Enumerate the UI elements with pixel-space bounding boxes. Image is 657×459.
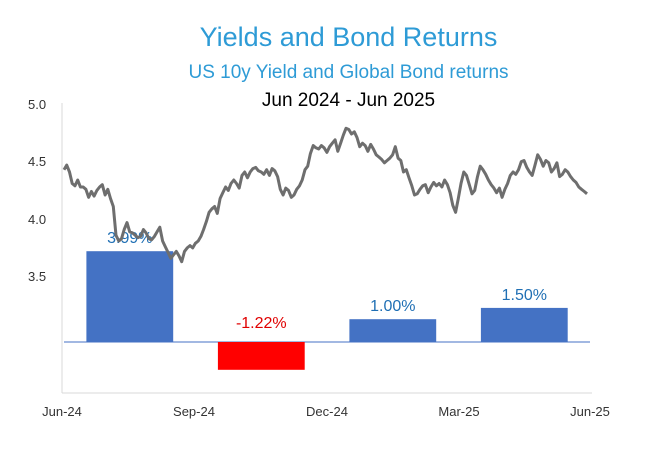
y-tick-label: 4.5 (28, 154, 46, 169)
y-tick-label: 3.5 (28, 269, 46, 284)
bond-return-bar (86, 251, 174, 342)
x-tick-label: Jun-25 (570, 404, 610, 419)
bar-data-label: 1.50% (502, 287, 547, 304)
y-tick-label: 4.0 (28, 212, 46, 227)
bar-data-label: -1.22% (236, 315, 287, 332)
x-tick-label: Dec-24 (306, 404, 348, 419)
x-tick-label: Mar-25 (438, 404, 479, 419)
bond-return-bar (480, 307, 568, 342)
y-tick-label: 5.0 (28, 97, 46, 112)
x-tick-label: Jun-24 (42, 404, 82, 419)
bond-return-bar (217, 342, 305, 370)
chart-subtitle: US 10y Yield and Global Bond returns (188, 62, 509, 83)
bond-return-bar (349, 319, 437, 342)
yield-line (62, 126, 588, 264)
bar-data-label: 1.00% (370, 298, 415, 315)
chart-period: Jun 2024 - Jun 2025 (261, 90, 436, 111)
chart-title: Yields and Bond Returns (199, 22, 498, 52)
x-tick-label: Sep-24 (173, 404, 215, 419)
